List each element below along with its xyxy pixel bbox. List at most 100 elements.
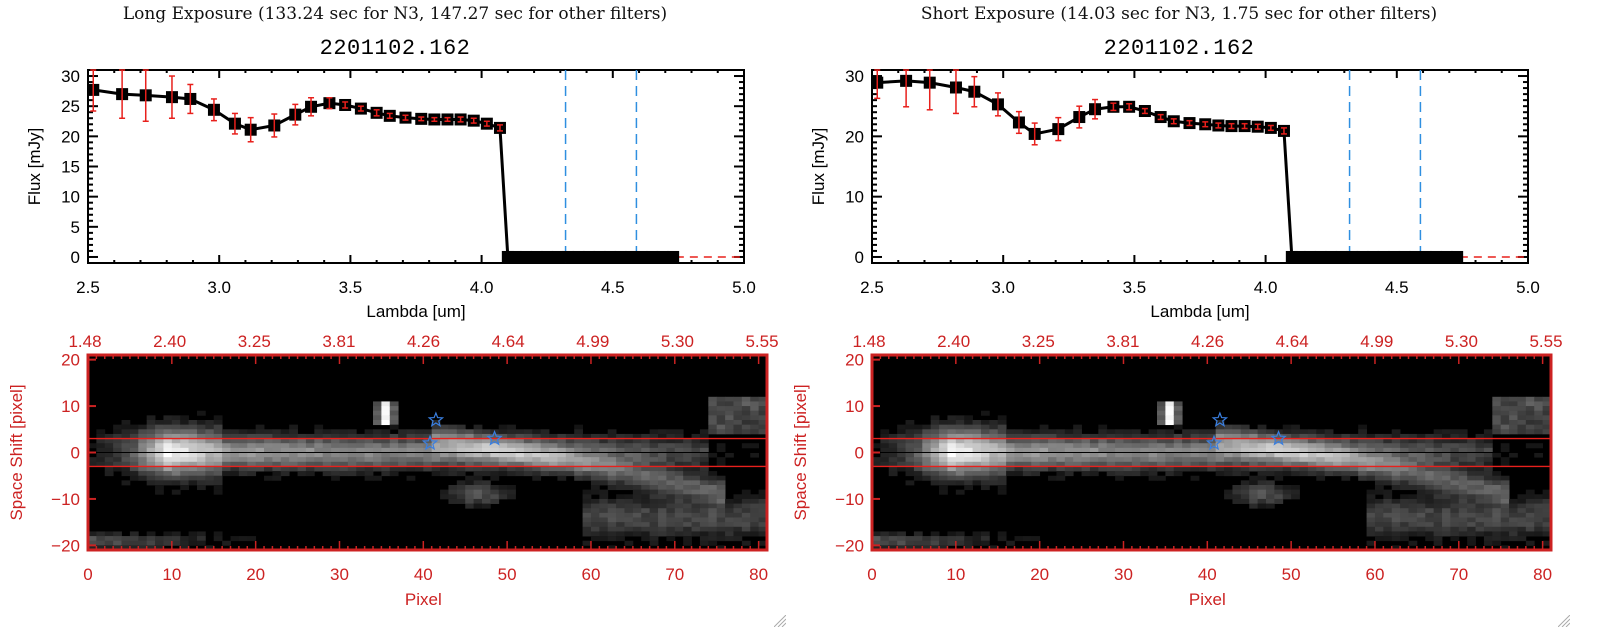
image-pixel (1048, 429, 1057, 435)
image-pixel (708, 471, 718, 477)
image-pixel (280, 447, 290, 453)
image-pixel (155, 540, 164, 546)
image-pixel (699, 475, 709, 481)
image-pixel (1224, 457, 1233, 463)
image-pixel (607, 526, 617, 532)
image-pixel (247, 438, 257, 444)
top-wavelength-tick-label: 3.25 (238, 332, 271, 351)
image-pixel (440, 489, 449, 495)
image-pixel (1383, 452, 1393, 458)
image-pixel (674, 522, 684, 528)
image-pixel (955, 438, 965, 444)
image-pixel (247, 536, 257, 542)
image-pixel (1198, 429, 1208, 435)
image-pixel (1123, 438, 1133, 444)
image-pixel (1115, 433, 1124, 439)
image-pixel (913, 447, 923, 453)
image-pixel (1006, 461, 1015, 467)
image-pixel (264, 461, 273, 467)
image-pixel (955, 457, 965, 463)
image-pixel (297, 452, 307, 458)
image-pixel (1257, 429, 1267, 435)
image-pixel (624, 457, 634, 463)
image-pixel (658, 480, 667, 486)
image-pixel (314, 457, 324, 463)
image-pixel (1442, 457, 1451, 463)
image-pixel (1433, 540, 1443, 546)
image-pixel (1408, 433, 1418, 439)
image-pixel (96, 457, 106, 463)
image-pixel (947, 466, 957, 472)
image-pixel (725, 522, 734, 528)
image-pixel (1483, 540, 1493, 546)
image-pixel (741, 498, 751, 504)
image-pixel (1366, 489, 1376, 495)
image-pixel (1517, 396, 1527, 402)
image-pixel (1374, 485, 1384, 491)
data-point-marker (541, 250, 554, 263)
image-pixel (733, 415, 743, 421)
image-pixel (758, 489, 768, 495)
image-pixel (1064, 429, 1074, 435)
image-pixel (1224, 471, 1233, 477)
image-pixel (658, 452, 667, 458)
image-pixel (972, 471, 982, 477)
image-pixel (1299, 447, 1309, 453)
image-pixel (1467, 503, 1476, 509)
image-pixel (1073, 457, 1082, 463)
image-pixel (507, 438, 516, 444)
image-pixel (1064, 461, 1074, 467)
image-pixel (498, 461, 508, 467)
image-pixel (1064, 466, 1074, 472)
image-pixel (1190, 452, 1200, 458)
image-pixel (1014, 536, 1024, 542)
image-pixel (1366, 526, 1376, 532)
image-pixel (1207, 443, 1217, 449)
x-tick-label: 20 (246, 565, 265, 584)
y-tick-label: 10 (61, 188, 80, 207)
image-pixel (213, 489, 223, 495)
data-point-marker (667, 250, 680, 263)
image-pixel (557, 452, 567, 458)
image-pixel (582, 508, 592, 514)
x-tick-label: 4.5 (1385, 278, 1409, 297)
image-pixel (897, 424, 906, 430)
image-pixel (758, 420, 768, 426)
image-pixel (289, 457, 298, 463)
image-pixel (88, 531, 97, 537)
image-pixel (607, 508, 617, 514)
image-pixel (163, 480, 173, 486)
image-pixel (121, 540, 131, 546)
image-pixel (264, 429, 273, 435)
image-pixel (897, 545, 906, 551)
image-pixel (758, 540, 768, 546)
image-pixel (897, 452, 906, 458)
image-pixel (1517, 401, 1527, 407)
resize-grip-icon[interactable] (1557, 612, 1571, 628)
image-pixel (1416, 438, 1426, 444)
image-pixel (1022, 466, 1032, 472)
x-tick-label: 30 (1114, 565, 1133, 584)
image-pixel (691, 508, 701, 514)
image-pixel (230, 466, 240, 472)
image-pixel (880, 531, 890, 537)
image-pixel (1307, 447, 1317, 453)
image-pixel (989, 424, 999, 430)
image-pixel (565, 433, 575, 439)
image-pixel (1031, 466, 1041, 472)
y-axis-label: Space Shift [pixel] (791, 384, 810, 520)
image-pixel (1148, 429, 1158, 435)
x-tick-label: 60 (1366, 565, 1385, 584)
image-pixel (423, 443, 433, 449)
image-pixel (624, 494, 634, 500)
image-pixel (431, 443, 441, 449)
image-pixel (930, 536, 940, 542)
image-pixel (339, 461, 349, 467)
image-pixel (1467, 536, 1476, 542)
image-pixel (930, 540, 940, 546)
image-pixel (146, 457, 156, 463)
resize-grip-icon[interactable] (773, 612, 787, 628)
image-pixel (389, 471, 399, 477)
image-pixel (1525, 540, 1535, 546)
